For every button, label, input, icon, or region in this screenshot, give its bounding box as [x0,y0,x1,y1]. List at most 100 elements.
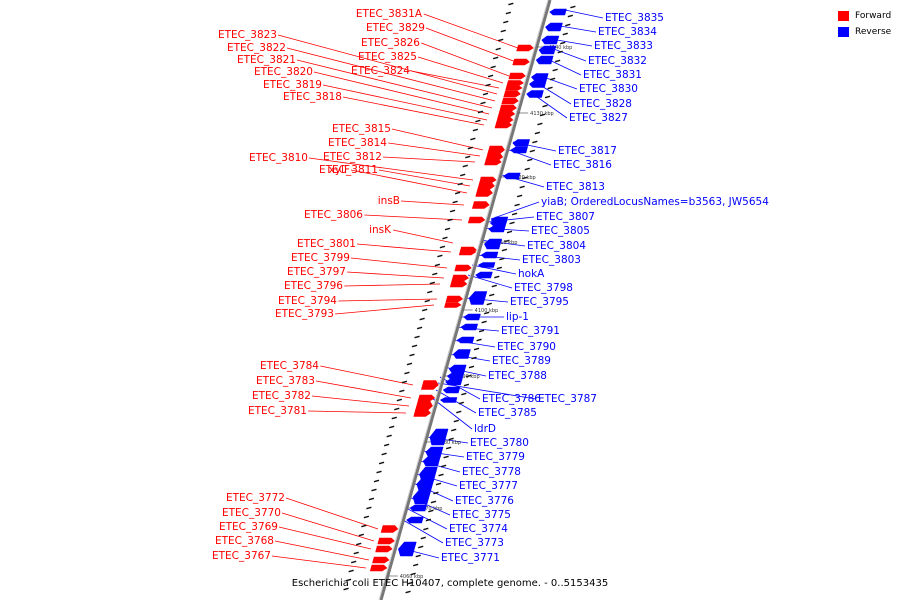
gene-label-etec-3784: ETEC_3784 [260,360,319,372]
reverse-strand-dash [468,365,475,369]
reverse-strand-dash [489,293,495,297]
scale-tick-label: 4080 kbp [437,440,461,446]
leader-line-etec-3835 [564,9,604,19]
forward-strand-dash [437,254,443,258]
reverse-strand-dash [415,554,421,558]
gene-label-etec-3822: ETEC_3822 [227,42,286,54]
leader-line-ldrd [431,397,473,430]
reverse-strand-dash [481,320,487,324]
reverse-strand-dash [466,374,472,378]
gene-label-etec-3817: ETEC_3817 [558,145,617,157]
leader-line-etec-3783 [315,380,412,399]
forward-strand-dash [485,83,491,87]
gene-features [369,8,567,572]
legend-forward: Forward [838,8,891,24]
leader-line-etec-3784 [320,365,414,386]
reverse-strand-dash [445,446,452,450]
gene-feature-etec-3799 [454,264,472,272]
gene-feature-etec-3821 [499,104,518,112]
leader-line-etec-3786 [439,376,481,400]
gene-label-xylf: xylF [329,164,350,176]
forward-strand-dash [414,335,420,339]
gene-feature-insb [471,201,490,209]
gene-label-etec-3818: ETEC_3818 [283,91,342,103]
gene-feature-etec-3798 [475,271,493,279]
gene-feature-etec-3818 [494,121,513,129]
leader-line-etec-3796 [344,283,441,287]
forward-strand-dash [391,416,397,420]
genome-backbone-highlight [378,0,549,600]
gene-label-etec-3829: ETEC_3829 [366,22,425,34]
gene-feature-etec-3778 [422,455,441,467]
reverse-strand-dash [527,158,533,162]
gene-label-etec-3788: ETEC_3788 [488,370,547,382]
gene-feature-ldrd [439,397,458,403]
reverse-strand-dash [456,410,462,414]
leader-line-etec-3787 [437,382,537,400]
gene-label-etec-3821: ETEC_3821 [237,54,296,66]
forward-strand-dash [381,452,387,456]
gene-feature-etec-3826 [508,72,527,80]
leader-line-hoka [471,264,517,275]
gene-label-etec-3825: ETEC_3825 [358,51,417,63]
reverse-strand-dash [438,473,444,477]
gene-label-etec-3807: ETEC_3807 [536,211,595,223]
forward-strand-dash [348,569,354,573]
reverse-strand-dash [461,392,467,396]
leader-line-etec-3801 [356,243,452,253]
gene-feature-etec-3806 [467,216,486,224]
forward-strand-dash [434,263,441,267]
forward-strand-dash [498,38,504,42]
forward-strand-dash [399,389,405,393]
reverse-strand-dash [511,212,518,216]
gene-labels: ETEC_3831A ETEC_3829 ETEC_3826 ETEC_3825 ETE… [212,8,769,564]
leader-line-etec-3773 [402,519,444,544]
label-leader-lines [271,9,604,569]
forward-strand-dash [356,542,362,546]
reverse-strand-dash [476,338,482,342]
reverse-strand-dash [443,455,449,459]
reverse-strand-dash [430,500,437,504]
forward-strand-dash [482,92,489,96]
gene-label-etec-3805: ETEC_3805 [531,225,590,237]
leader-line-yiab-orderedlocusnames-b3563-jw5654 [490,201,540,220]
leader-line-etec-3826 [421,42,510,77]
gene-feature-etec-3824 [505,85,523,91]
forward-strand-dash [409,353,415,357]
gene-label-etec-3787: ETEC_3787 [538,393,597,405]
gene-feature-etec-3828 [528,80,547,88]
forward-strand-dash [492,56,499,60]
gene-label-etec-3828: ETEC_3828 [573,98,632,110]
gene-feature-etec-3793 [444,302,462,308]
forward-strand-dash [366,506,372,510]
gene-feature-etec-3770 [377,537,396,545]
gene-label-lip-1: lip-1 [506,311,529,323]
forward-strand-dash [350,560,357,564]
gene-feature-etec-3767 [369,564,388,572]
gene-feature-etec-3774 [409,504,428,512]
reverse-strand-dash [423,527,429,531]
leader-line-etec-3818 [342,96,485,126]
reverse-strand-dash [483,311,490,315]
gene-feature-etec-3829 [512,58,530,66]
gene-feature-etec-3776 [416,477,435,491]
legend-forward-swatch [838,11,849,21]
gene-label-etec-3819: ETEC_3819 [263,79,322,91]
gene-label-etec-3775: ETEC_3775 [452,509,511,521]
gene-label-ldrd: ldrD [474,423,496,435]
reverse-strand-dash [524,167,530,171]
leader-line-etec-3797 [346,271,445,279]
forward-strand-dash [480,101,486,105]
forward-strand-dash [343,587,349,591]
gene-label-etec-3767: ETEC_3767 [212,550,271,562]
gene-feature-etec-3815 [487,145,506,155]
forward-strand-dash [452,200,458,204]
gene-label-etec-3816: ETEC_3816 [553,159,612,171]
gene-feature-etec-3831a [516,44,534,52]
gene-feature-etec-3790 [456,336,475,344]
reverse-strand-dash [539,113,546,117]
gene-feature-etec-3795 [468,291,488,305]
forward-strand-dash [416,326,423,330]
gene-feature-etec-3787 [444,378,463,386]
forward-strand-dash [470,137,476,141]
